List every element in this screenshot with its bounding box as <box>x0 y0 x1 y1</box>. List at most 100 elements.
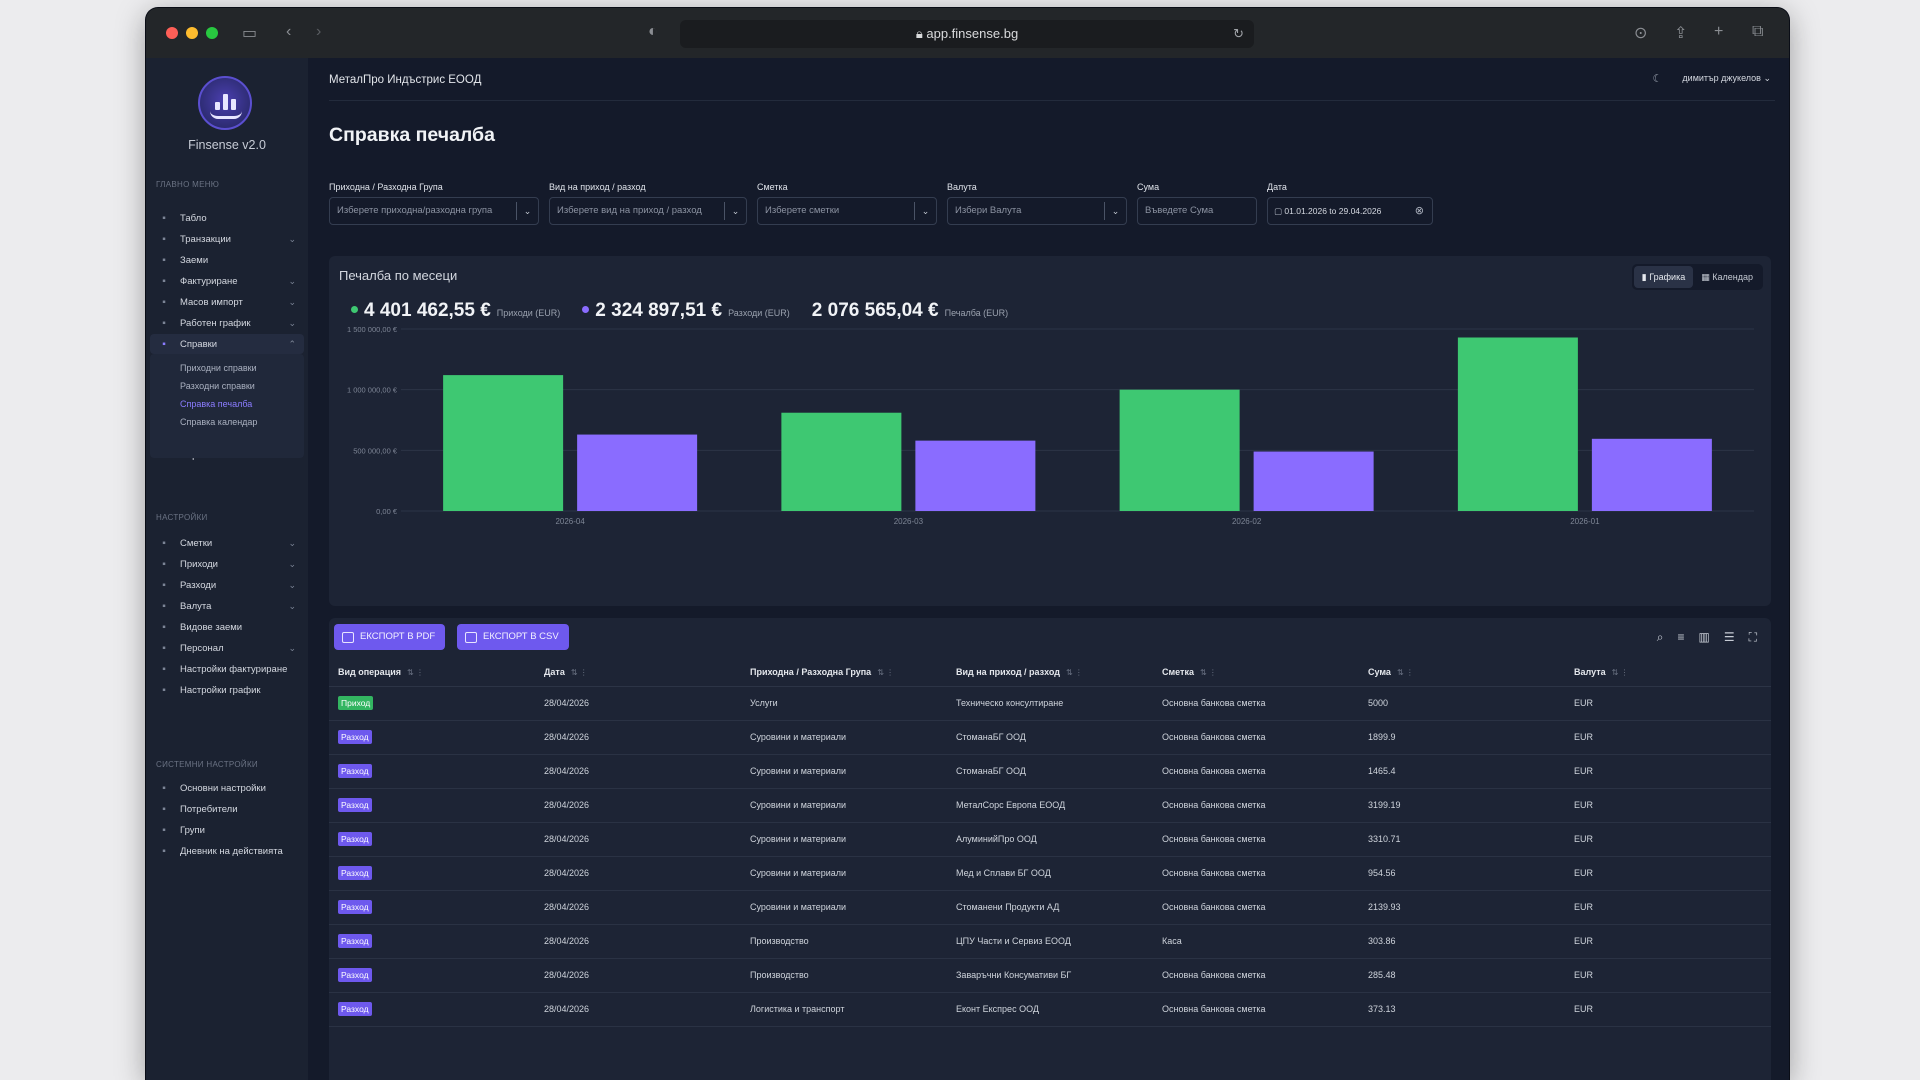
sidebar-item-label: Заеми <box>180 254 209 266</box>
table-row[interactable]: Разход 28/04/2026 Логистика и транспорт Еко… <box>329 992 1771 1027</box>
table-cell-date: 28/04/2026 <box>535 822 741 857</box>
table-cell-account: Основна банкова сметка <box>1153 788 1359 823</box>
sidebar-toggle-icon[interactable]: ▭ <box>242 25 258 42</box>
sidebar-item-reports[interactable]: ▪ Справки ⌃ <box>150 334 304 354</box>
search-icon[interactable]: ⌕ <box>1656 630 1664 644</box>
sort-icon[interactable]: ⇅ ⋮ <box>1066 667 1083 677</box>
table-cell-amount: 3310.71 <box>1359 822 1565 857</box>
density-icon[interactable]: ☰ <box>1723 630 1735 644</box>
sidebar-item-users[interactable]: ▪ Потребители <box>150 799 304 819</box>
sidebar-subitem[interactable]: Справка календар <box>180 417 258 427</box>
sidebar-item-calendar[interactable]: ▪ Работен график ⌄ <box>150 313 304 333</box>
group-select-placeholder: Изберете приходна/разходна група <box>337 205 493 216</box>
group-select[interactable]: Изберете приходна/разходна група ⌄ <box>329 197 539 225</box>
new-tab-icon[interactable]: + <box>1714 23 1724 40</box>
expense-bar <box>1591 438 1712 511</box>
reload-icon[interactable]: ↻ <box>1233 26 1244 41</box>
table-row[interactable]: Разход 28/04/2026 Суровини и материали Мета… <box>329 788 1771 823</box>
column-header[interactable]: Сума ⇅ ⋮ <box>1359 658 1565 687</box>
tabs-overview-icon[interactable]: ⧉ <box>1752 23 1764 40</box>
table-row[interactable]: Разход 28/04/2026 Суровини и материали Стом… <box>329 720 1771 755</box>
sidebar-item-list[interactable]: ▪ Видове заеми <box>150 617 304 637</box>
calendar-view-button[interactable]: ▦ Календар <box>1693 266 1761 288</box>
currency-select[interactable]: Избери Валута ⌄ <box>947 197 1127 225</box>
back-icon[interactable]: ‹ <box>286 23 292 40</box>
shield-icon[interactable]: ◐ <box>648 23 658 40</box>
sort-icon[interactable]: ⇅ ⋮ <box>570 667 588 677</box>
sidebar-item-bank[interactable]: ▪ Сметки ⌄ <box>150 533 304 553</box>
sidebar-subitem[interactable]: Приходни справки <box>180 363 257 373</box>
table-cell-date: 28/04/2026 <box>535 720 741 755</box>
filter-amount: Сума Въведете Сума <box>1137 182 1257 225</box>
sidebar-item-income[interactable]: ▪ Приходи ⌄ <box>150 554 304 574</box>
columns-icon[interactable]: ▥ <box>1698 630 1710 644</box>
type-select[interactable]: Изберете вид на приход / разход ⌄ <box>549 197 747 225</box>
table-cell-currency: EUR <box>1565 992 1771 1027</box>
download-icon[interactable]: ⊙ <box>1634 25 1648 42</box>
sidebar-item-dashboard[interactable]: ▪ Табло <box>150 208 304 228</box>
chart-view-button[interactable]: ▮ Графика <box>1633 266 1694 288</box>
filter-icon[interactable]: ≡ <box>1677 630 1685 644</box>
table-cell-date: 28/04/2026 <box>535 924 741 959</box>
clear-date-icon[interactable]: ⊗ <box>1414 205 1424 217</box>
cell-value: ЦПУ Части и Сервиз ЕООД <box>956 936 1071 946</box>
user-menu[interactable]: димитър джукелов ⌄ <box>1682 73 1771 84</box>
amount-input[interactable]: Въведете Сума <box>1137 197 1257 225</box>
table-cell-currency: EUR <box>1565 856 1771 891</box>
minimize-window-button[interactable] <box>186 27 198 39</box>
close-window-button[interactable] <box>166 27 178 39</box>
address-bar[interactable]: 🔒︎ app.finsense.bg ↻ <box>680 20 1254 48</box>
chevron-down-icon: ⌄ <box>914 202 936 220</box>
table-row[interactable]: Разход 28/04/2026 Суровини и материали Алум… <box>329 822 1771 857</box>
cell-value: Суровини и материали <box>750 834 847 844</box>
column-header[interactable]: Приходна / Разходна Група ⇅ ⋮ <box>741 658 947 687</box>
table-row[interactable]: Разход 28/04/2026 Суровини и материали Стом… <box>329 890 1771 925</box>
column-header[interactable]: Дата ⇅ ⋮ <box>535 658 741 687</box>
sidebar-item-invoice[interactable]: ▪ Фактуриране ⌄ <box>150 271 304 291</box>
sidebar-item-staff[interactable]: ▪ Персонал ⌄ <box>150 638 304 658</box>
account-select[interactable]: Изберете сметки ⌄ <box>757 197 937 225</box>
fullscreen-icon[interactable]: ⛶ <box>1748 630 1757 644</box>
cell-value: 3310.71 <box>1368 834 1401 844</box>
column-header[interactable]: Валута ⇅ ⋮ <box>1565 658 1771 687</box>
table-row[interactable]: Разход 28/04/2026 Производство ЦПУ Части и … <box>329 924 1771 959</box>
sidebar-item-groups[interactable]: ▪ Групи <box>150 820 304 840</box>
cell-value: 2139.93 <box>1368 902 1401 912</box>
table-cell-account: Основна банкова сметка <box>1153 686 1359 721</box>
maximize-window-button[interactable] <box>206 27 218 39</box>
sidebar-item-transactions[interactable]: ▪ Транзакции ⌄ <box>150 229 304 249</box>
finsense-logo[interactable] <box>198 76 252 130</box>
date-range-input[interactable]: ▢ 01.01.2026 to 29.04.2026 ⊗ <box>1267 197 1433 225</box>
table-row[interactable]: Разход 28/04/2026 Производство Заваръчни Ко… <box>329 958 1771 993</box>
income-bar <box>1457 337 1578 511</box>
table-row[interactable]: Приход 28/04/2026 Услуги Техническо консулт… <box>329 686 1771 721</box>
sidebar-item-log[interactable]: ▪ Дневник на действията <box>150 841 304 861</box>
export-pdf-button[interactable]: ЕКСПОРТ В PDF <box>334 624 446 650</box>
table-cell-amount: 1465.4 <box>1359 754 1565 789</box>
forward-icon[interactable]: › <box>316 23 322 40</box>
sidebar-item-import[interactable]: ▪ Масов импорт ⌄ <box>150 292 304 312</box>
column-header-label: Сметка <box>1162 666 1194 677</box>
export-csv-button[interactable]: ЕКСПОРТ В CSV <box>457 624 569 650</box>
sort-icon[interactable]: ⇅ ⋮ <box>1396 667 1414 677</box>
sidebar-item-invoice-settings[interactable]: ▪ Настройки фактуриране <box>150 659 304 679</box>
sort-icon[interactable]: ⇅ ⋮ <box>877 667 895 677</box>
column-header[interactable]: Сметка ⇅ ⋮ <box>1153 658 1359 687</box>
sidebar-item-cloud[interactable]: ▪ Основни настройки <box>150 778 304 798</box>
sidebar-item-currency[interactable]: ▪ Валута ⌄ <box>150 596 304 616</box>
sidebar-subitem[interactable]: Справка печалба <box>180 399 253 409</box>
sort-icon[interactable]: ⇅ ⋮ <box>1199 667 1217 677</box>
share-icon[interactable]: ⇪ <box>1674 25 1688 42</box>
table-row[interactable]: Разход 28/04/2026 Суровини и материали Стом… <box>329 754 1771 789</box>
theme-toggle-icon[interactable]: ☾ <box>1652 73 1663 85</box>
sidebar-subitem[interactable]: Разходни справки <box>180 381 255 391</box>
sort-icon[interactable]: ⇅ ⋮ <box>1611 667 1629 677</box>
sidebar-item-schedule-settings[interactable]: ▪ Настройки график <box>150 680 304 700</box>
table-row[interactable]: Разход 28/04/2026 Суровини и материали Мед … <box>329 856 1771 891</box>
sidebar-item-expense[interactable]: ▪ Разходи ⌄ <box>150 575 304 595</box>
column-header[interactable]: Вид на приход / разход ⇅ ⋮ <box>947 658 1153 687</box>
sidebar-item-dollar[interactable]: ▪ Заеми <box>150 250 304 270</box>
sort-icon[interactable]: ⇅ ⋮ <box>407 667 424 677</box>
column-header[interactable]: Вид операция ⇅ ⋮ <box>329 658 535 687</box>
column-header-label: Приходна / Разходна Група <box>750 666 872 677</box>
